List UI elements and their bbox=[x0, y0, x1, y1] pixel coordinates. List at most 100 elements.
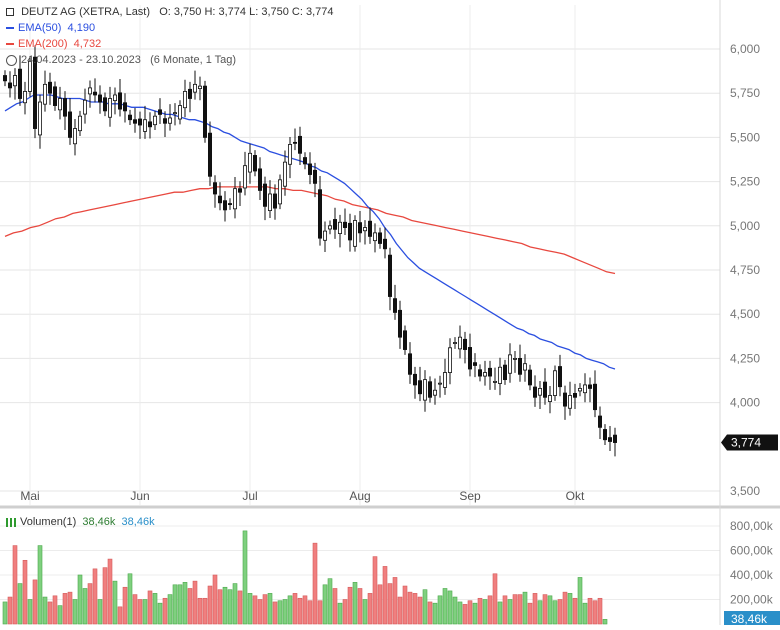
volume-legend: Volumen(1) 38,46k 38,46k bbox=[6, 515, 155, 530]
candle-body bbox=[212, 182, 217, 195]
ema50-legend[interactable]: EMA(50) 4,190 bbox=[6, 21, 95, 36]
candle-body bbox=[518, 357, 523, 375]
candle-body bbox=[568, 395, 573, 409]
price-tick-label: 4,750 bbox=[730, 263, 760, 277]
time-tick-label: Okt bbox=[566, 489, 585, 503]
volume-bar bbox=[192, 580, 198, 625]
volume-bar bbox=[332, 588, 338, 625]
candle-body bbox=[217, 195, 222, 204]
candle-body bbox=[583, 384, 588, 394]
price-tick-label: 5,000 bbox=[730, 219, 760, 233]
volume-label: Volumen(1) bbox=[20, 516, 77, 528]
volume-bar bbox=[197, 597, 203, 625]
collapse-icon[interactable] bbox=[6, 8, 14, 17]
volume-bar bbox=[467, 600, 473, 625]
candle-body bbox=[462, 338, 467, 350]
candle-body bbox=[147, 121, 152, 128]
candle-body bbox=[452, 342, 457, 344]
volume-bar bbox=[482, 599, 488, 625]
candle-body bbox=[322, 230, 327, 241]
candle-body bbox=[197, 85, 202, 90]
volume-bar bbox=[417, 596, 423, 625]
volume-bar bbox=[217, 589, 223, 625]
volume-bar bbox=[322, 584, 328, 625]
candle-body bbox=[603, 429, 608, 441]
candle-body bbox=[367, 220, 372, 237]
candle-body bbox=[172, 112, 177, 115]
volume-bar bbox=[102, 567, 108, 625]
ema200-line bbox=[4, 186, 616, 275]
candle-body bbox=[292, 141, 297, 144]
candle-body bbox=[352, 220, 357, 247]
volume-bar bbox=[227, 589, 233, 625]
candle-body bbox=[137, 118, 142, 126]
range-legend: 24.04.2023 - 23.10.2023 (6 Monate, 1 Tag… bbox=[6, 53, 236, 68]
price-tick-label: 3,500 bbox=[730, 484, 760, 498]
ema200-legend[interactable]: EMA(200) 4,732 bbox=[6, 37, 101, 52]
volume-bar bbox=[542, 594, 548, 625]
volume-bar bbox=[162, 597, 168, 625]
candle-body bbox=[192, 83, 197, 93]
candle-body bbox=[382, 238, 387, 250]
volume-bar bbox=[432, 602, 438, 625]
candle-body bbox=[437, 382, 442, 385]
candle-body bbox=[472, 362, 477, 366]
volume-bar bbox=[112, 580, 118, 625]
volume-bar bbox=[587, 597, 593, 625]
volume-bar bbox=[327, 578, 333, 625]
period-label: (6 Monate, 1 Tag) bbox=[150, 54, 237, 66]
candle-body bbox=[387, 254, 392, 297]
volume-tick-label: 200,00k bbox=[730, 593, 774, 607]
ema200-label: EMA(200) bbox=[18, 38, 68, 50]
candle-body bbox=[357, 222, 362, 234]
volume-bar bbox=[312, 542, 318, 625]
candle-body bbox=[507, 354, 512, 374]
ema200-value: 4,732 bbox=[73, 38, 102, 50]
volume-bar bbox=[237, 590, 243, 625]
time-tick-label: Jun bbox=[130, 489, 149, 503]
time-tick-label: Aug bbox=[349, 489, 370, 503]
candle-body bbox=[207, 132, 212, 177]
volume-bar bbox=[477, 597, 483, 625]
volume-tick-label: 600,00k bbox=[730, 544, 774, 558]
candle-body bbox=[402, 330, 407, 350]
time-tick-label: Jul bbox=[242, 489, 257, 503]
volume-bar bbox=[97, 599, 103, 625]
price-tick-label: 5,750 bbox=[730, 86, 760, 100]
volume-bar bbox=[187, 588, 193, 625]
volume-tick-label: 800,00k bbox=[730, 519, 774, 533]
candle-body bbox=[477, 369, 482, 377]
volume-bar bbox=[147, 590, 153, 625]
candle-body bbox=[347, 222, 352, 241]
last-volume-badge bbox=[724, 611, 780, 626]
volume-bar bbox=[207, 585, 213, 625]
candle-body bbox=[312, 169, 317, 184]
candle-body bbox=[578, 388, 583, 392]
candle-body bbox=[442, 372, 447, 388]
candle-body bbox=[287, 144, 292, 165]
volume-bar bbox=[212, 574, 218, 625]
volume-bar bbox=[267, 593, 273, 625]
time-tick-label: Mai bbox=[20, 489, 39, 503]
candle-body bbox=[432, 389, 437, 396]
instrument-name: DEUTZ AG (XETRA, Last) bbox=[21, 6, 151, 18]
candle-body bbox=[417, 380, 422, 395]
candle-body bbox=[142, 119, 147, 132]
candle-body bbox=[58, 98, 63, 111]
candle-body bbox=[613, 434, 618, 443]
volume-bar bbox=[337, 602, 343, 625]
candle-body bbox=[83, 99, 88, 115]
volume-bar bbox=[362, 599, 368, 625]
candle-body bbox=[327, 225, 332, 230]
candle-body bbox=[202, 85, 207, 138]
candle-body bbox=[222, 200, 227, 211]
volume-bar bbox=[352, 582, 358, 625]
candle-body bbox=[272, 193, 277, 209]
candle-body bbox=[372, 232, 377, 242]
volume-bar bbox=[527, 602, 533, 625]
volume-bar bbox=[72, 599, 78, 625]
volume-bar bbox=[282, 599, 288, 625]
candle-body bbox=[88, 87, 93, 95]
volume-bar bbox=[372, 556, 378, 625]
